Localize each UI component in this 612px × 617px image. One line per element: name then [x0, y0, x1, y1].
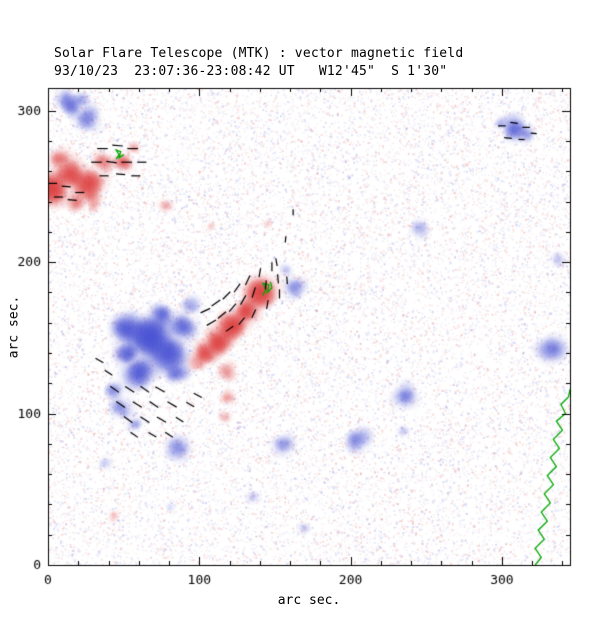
y-axis-label: arc sec. [6, 295, 22, 359]
chart-title: Solar Flare Telescope (MTK) : vector mag… [54, 46, 464, 61]
x-axis-label: arc sec. [277, 593, 341, 608]
chart-subtitle: 93/10/23 23:07:36-23:08:42 UT W12'45" S … [54, 64, 448, 79]
